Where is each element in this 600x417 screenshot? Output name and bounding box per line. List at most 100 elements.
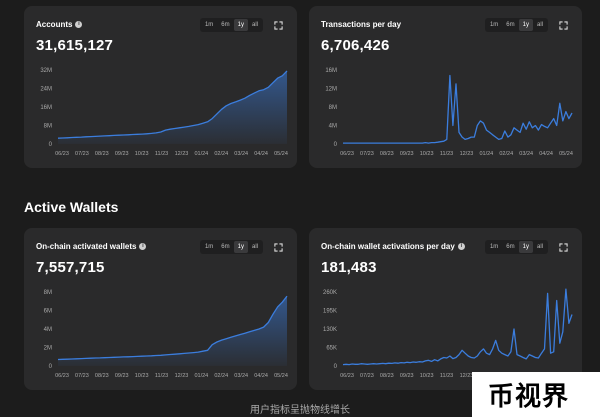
x-tick-label: 08/23 — [380, 151, 394, 157]
x-tick-label: 12/23 — [175, 151, 189, 157]
x-tick-label: 08/23 — [95, 151, 109, 157]
x-tick-label: 08/23 — [95, 373, 109, 379]
range-6m[interactable]: 6m — [506, 244, 515, 250]
x-tick-label: 09/23 — [115, 373, 129, 379]
x-tick-label: 10/23 — [135, 151, 149, 157]
card-title: On-chain activated wallets i — [36, 242, 147, 251]
expand-icon[interactable] — [559, 21, 568, 30]
card-title-text: On-chain wallet activations per day — [321, 242, 455, 251]
range-all[interactable]: all — [536, 244, 543, 250]
expand-icon[interactable] — [559, 243, 568, 252]
x-tick-label: 12/23 — [175, 373, 189, 379]
card-title: Accounts i — [36, 20, 83, 29]
big-value: 7,557,715 — [36, 259, 105, 276]
x-tick-label: 04/24 — [539, 151, 553, 157]
info-icon[interactable]: i — [457, 243, 465, 250]
activated-wallets-card: On-chain activated wallets i 7,557,715 1… — [24, 228, 297, 390]
x-tick-label: 11/23 — [440, 373, 453, 379]
y-tick-label: 8M — [44, 290, 52, 296]
x-tick-label: 09/23 — [400, 151, 414, 157]
series-line — [57, 295, 288, 361]
card-title: On-chain wallet activations per day i — [321, 242, 465, 251]
y-tick-label: 0 — [334, 142, 338, 148]
range-1y[interactable]: 1y — [233, 19, 248, 31]
expand-icon[interactable] — [274, 21, 283, 30]
caption: 用户指标呈抛物线增长 — [250, 405, 350, 416]
y-tick-label: 16M — [40, 105, 52, 111]
x-tick-label: 11/23 — [440, 151, 453, 157]
y-tick-label: 8M — [329, 105, 337, 111]
x-tick-label: 10/23 — [420, 373, 434, 379]
series-line — [342, 288, 573, 366]
x-tick-label: 07/23 — [360, 373, 374, 379]
range-all[interactable]: all — [251, 22, 258, 28]
range-selector: 1m 6m 1y all — [199, 240, 263, 254]
wallet-activations-card: On-chain wallet activations per day i 18… — [309, 228, 582, 390]
watermark-logo: 币视界 — [472, 372, 600, 417]
range-6m[interactable]: 6m — [506, 22, 515, 28]
y-tick-label: 12M — [325, 87, 337, 93]
x-tick-label: 02/24 — [499, 151, 513, 157]
big-value: 181,483 — [321, 259, 377, 276]
y-tick-label: 4M — [44, 327, 52, 333]
y-tick-label: 2M — [44, 346, 52, 352]
y-tick-label: 0 — [334, 364, 338, 370]
series-line — [343, 74, 573, 144]
x-tick-label: 09/23 — [400, 373, 414, 379]
range-all[interactable]: all — [536, 22, 543, 28]
x-tick-label: 05/24 — [274, 373, 288, 379]
range-6m[interactable]: 6m — [221, 22, 230, 28]
range-1m[interactable]: 1m — [489, 22, 499, 28]
accounts-card: Accounts i 31,615,127 1m 6m 1y all 0 8M 16… — [24, 6, 297, 168]
range-all[interactable]: all — [251, 244, 258, 250]
x-tick-label: 06/23 — [340, 151, 354, 157]
transactions-card: Transactions per day 6,706,426 1m 6m 1y … — [309, 6, 582, 168]
x-tick-label: 10/23 — [135, 373, 149, 379]
x-tick-label: 04/24 — [254, 373, 268, 379]
x-tick-label: 03/24 — [234, 151, 248, 157]
expand-icon[interactable] — [274, 243, 283, 252]
watermark-text: 币视界 — [488, 382, 570, 412]
y-tick-label: 4M — [329, 124, 337, 130]
y-tick-label: 8M — [44, 124, 52, 130]
series-line — [57, 70, 288, 139]
x-tick-label: 11/23 — [155, 373, 168, 379]
series-area — [58, 296, 287, 366]
x-tick-label: 01/24 — [479, 151, 493, 157]
x-tick-label: 01/24 — [194, 373, 208, 379]
x-tick-label: 03/24 — [519, 151, 533, 157]
x-tick-label: 05/24 — [274, 151, 288, 157]
x-tick-label: 07/23 — [75, 373, 89, 379]
chart: 0 2M 4M 6M 8M 06/23 07/23 08/23 09/23 10/23 11/23 1… — [44, 290, 288, 379]
x-tick-label: 02/24 — [214, 151, 228, 157]
range-1m[interactable]: 1m — [204, 244, 214, 250]
range-selector: 1m 6m 1y all — [484, 18, 548, 32]
y-tick-label: 32M — [40, 68, 52, 74]
chart: 0 4M 8M 12M 16M 06/23 07/23 08/23 09/23 10/23 11/2… — [325, 68, 573, 157]
x-tick-label: 08/23 — [380, 373, 394, 379]
x-tick-label: 03/24 — [234, 373, 248, 379]
info-icon[interactable]: i — [139, 243, 147, 250]
y-tick-label: 0 — [49, 364, 53, 370]
range-6m[interactable]: 6m — [221, 244, 230, 250]
info-icon[interactable]: i — [75, 21, 83, 28]
x-tick-label: 06/23 — [55, 151, 69, 157]
x-tick-label: 11/23 — [155, 151, 168, 157]
range-1m[interactable]: 1m — [204, 22, 214, 28]
big-value: 6,706,426 — [321, 37, 390, 54]
x-tick-label: 10/23 — [420, 151, 434, 157]
y-tick-label: 65K — [326, 346, 337, 352]
x-tick-label: 09/23 — [115, 151, 129, 157]
card-title: Transactions per day — [321, 20, 401, 29]
x-tick-label: 12/23 — [460, 151, 474, 157]
y-tick-label: 6M — [44, 309, 52, 315]
card-title-text: Transactions per day — [321, 20, 402, 29]
range-1y[interactable]: 1y — [518, 19, 533, 31]
range-1y[interactable]: 1y — [233, 241, 248, 253]
x-tick-label: 06/23 — [55, 373, 69, 379]
series-area — [58, 70, 287, 144]
range-1m[interactable]: 1m — [489, 244, 499, 250]
x-tick-label: 04/24 — [254, 151, 268, 157]
range-1y[interactable]: 1y — [518, 241, 533, 253]
card-title-text: On-chain activated wallets — [36, 242, 137, 251]
